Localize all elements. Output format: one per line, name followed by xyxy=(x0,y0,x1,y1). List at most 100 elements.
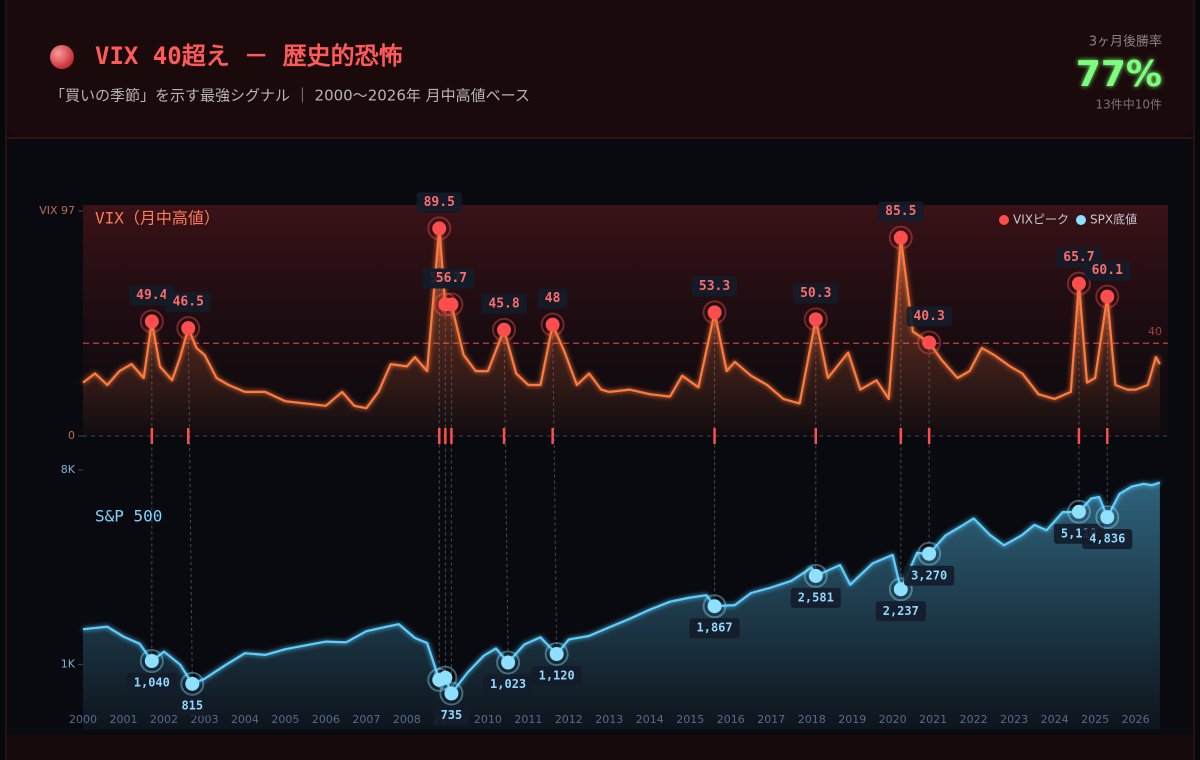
win-rate-caption: 3ヶ月後勝率 xyxy=(1089,34,1162,50)
bottom-label-box xyxy=(174,695,211,716)
bottom-marker xyxy=(144,653,159,668)
bottom-label-group: 2,237 xyxy=(875,601,926,622)
bottom-label: 1,120 xyxy=(539,669,575,683)
bottom-halo xyxy=(433,665,458,690)
bottom-label: 2,581 xyxy=(798,590,834,604)
bottom-marker xyxy=(922,546,937,561)
event-connector xyxy=(503,329,509,663)
footer-bar xyxy=(7,735,1193,760)
peak-label-box xyxy=(878,201,924,222)
peak-label-box xyxy=(1084,260,1130,281)
x-tick-label: 2004 xyxy=(231,713,259,726)
y-tick-label: 1K xyxy=(61,658,76,671)
x-tick-label: 2005 xyxy=(271,713,299,726)
bottom-marker xyxy=(1100,510,1115,525)
peak-marker xyxy=(893,230,908,245)
peak-marker xyxy=(444,297,459,312)
bottom-halo xyxy=(702,594,727,619)
peak-label: 60.1 xyxy=(1092,263,1123,278)
x-tick-label: 2007 xyxy=(352,713,380,726)
x-tick-label: 2001 xyxy=(109,713,137,726)
peak-label-group: 89.5 xyxy=(416,192,462,213)
x-tick-label: 2013 xyxy=(595,713,623,726)
bottom-label: 1,040 xyxy=(134,675,170,689)
bottom-halo xyxy=(180,671,205,696)
bottom-marker xyxy=(549,647,564,662)
panel-title: S&P 500 xyxy=(95,507,162,526)
bottom-halo xyxy=(1095,505,1120,530)
bottom-label-group: 2,581 xyxy=(790,587,841,608)
bottom-marker xyxy=(1071,504,1086,519)
legend-label: VIXピーク xyxy=(1013,213,1069,227)
line-area xyxy=(83,482,1160,730)
y-tick-label: 0 xyxy=(68,429,75,442)
x-tick-label: 2018 xyxy=(798,713,826,726)
x-tick-label: 2026 xyxy=(1122,713,1150,726)
peak-halo xyxy=(492,317,517,342)
peak-marker xyxy=(808,312,823,327)
peak-halo xyxy=(139,309,164,334)
bottom-label-box xyxy=(904,565,955,586)
bottom-halo xyxy=(139,648,164,673)
peak-label-box xyxy=(793,283,839,304)
peak-marker xyxy=(922,335,937,350)
bottom-marker xyxy=(808,568,823,583)
peak-halo xyxy=(917,330,942,355)
x-tick-label: 2002 xyxy=(150,713,178,726)
threshold-label: 40 xyxy=(1148,325,1162,338)
bottom-halo xyxy=(803,563,828,588)
peak-halo xyxy=(439,292,464,317)
y-tick-label: VIX 97 xyxy=(39,204,75,217)
y-tick-label: 8K xyxy=(61,463,76,476)
peak-halo xyxy=(1066,271,1091,296)
peak-halo xyxy=(427,216,452,241)
peak-label: 56.7 xyxy=(436,271,467,286)
x-tick-label: 2006 xyxy=(312,713,340,726)
peak-marker xyxy=(497,322,512,337)
panel-title: VIX（月中高値） xyxy=(95,209,220,228)
peak-label-group: 45.8 xyxy=(481,293,527,314)
bottom-label-box xyxy=(1082,529,1133,550)
x-tick-label: 2024 xyxy=(1041,713,1069,726)
peak-label-group: 85.5 xyxy=(878,201,924,222)
bottom-label-group: 1,023 xyxy=(483,674,534,695)
peak-marker xyxy=(707,305,722,320)
peak-label-box xyxy=(481,293,527,314)
bottom-label-box xyxy=(483,674,534,695)
bottom-label-box xyxy=(433,705,470,726)
bottom-label: 1,867 xyxy=(697,621,733,635)
bottom-halo xyxy=(544,642,569,667)
peak-label-box xyxy=(129,285,175,306)
peak-marker xyxy=(545,317,560,332)
x-tick-label: 2003 xyxy=(190,713,218,726)
bottom-label: 4,836 xyxy=(1089,532,1125,546)
peak-label-group: 53.3 xyxy=(691,276,738,297)
bottom-label-group: 3,270 xyxy=(904,565,955,586)
event-connector xyxy=(187,328,193,684)
x-tick-label: 2021 xyxy=(919,713,947,726)
bottom-label: 3,270 xyxy=(911,568,947,582)
peak-label-group: 48 xyxy=(537,288,568,309)
bottom-label-box xyxy=(531,666,582,687)
peak-label: 49.4 xyxy=(136,288,167,303)
bottom-label-box xyxy=(875,601,926,622)
peak-label: 85.5 xyxy=(885,204,916,219)
peak-label-group: 46.5 xyxy=(165,292,211,313)
x-tick-label: 2019 xyxy=(838,713,866,726)
legend-swatch xyxy=(1076,215,1086,225)
x-tick-label: 2010 xyxy=(474,713,502,726)
bottom-label: 735 xyxy=(441,708,463,722)
peak-label: 46.5 xyxy=(173,295,204,310)
x-tick-label: 2017 xyxy=(757,713,785,726)
bottom-label-group: 815 xyxy=(174,695,211,716)
peak-label-box xyxy=(428,268,475,289)
peak-label: 48 xyxy=(545,291,561,306)
bottom-label-group: 1,867 xyxy=(689,618,740,639)
bottom-label-box xyxy=(126,672,177,693)
bottom-label: 1,023 xyxy=(490,677,526,691)
peak-label: 40.3 xyxy=(913,309,944,324)
peak-label: 53.3 xyxy=(699,279,730,294)
x-tick-label: 2012 xyxy=(555,713,583,726)
bottom-halo xyxy=(888,577,913,602)
